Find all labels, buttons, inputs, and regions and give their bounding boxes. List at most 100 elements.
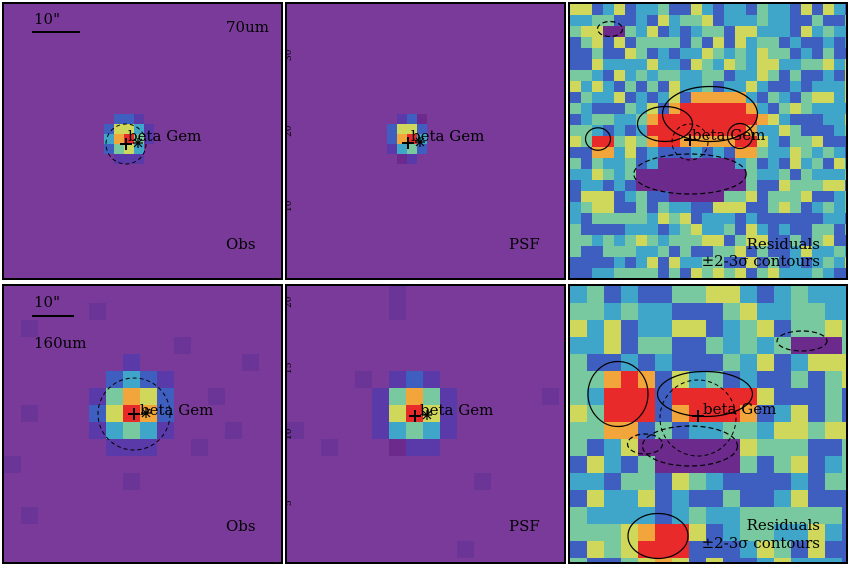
pixel [757,320,774,337]
pixel [834,48,845,59]
pixel [603,70,614,81]
pixel [581,15,592,26]
pixel [757,114,768,125]
pixel [570,114,581,125]
pixel [604,371,621,388]
pixel [779,37,790,48]
pixel [21,405,38,422]
pixel [124,154,134,164]
pixel [4,456,21,473]
pixel [735,114,746,125]
pixel [669,246,680,257]
pixel [614,15,625,26]
pixel [614,92,625,103]
pixel [417,114,427,124]
pixel [691,136,702,147]
pixel [723,354,740,371]
pixel [587,371,604,388]
pixel [114,124,124,134]
pixel [823,136,834,147]
pixel [723,337,740,354]
pixel [387,124,397,134]
pixel [655,473,672,490]
pixel [823,15,834,26]
pixel [768,37,779,48]
pixel [702,246,713,257]
target-label: beta Gem [411,127,485,145]
pixel [614,158,625,169]
pixel [603,15,614,26]
pixel [134,134,144,144]
pixel [614,114,625,125]
pixel [621,439,638,456]
pixel [757,388,774,405]
pixel [757,422,774,439]
pixel [570,524,587,541]
pixel [801,103,812,114]
pixel [124,134,134,144]
pixel [669,4,680,15]
pixel [570,136,581,147]
pixel [638,286,655,303]
pixel [389,422,406,439]
pixel [636,125,647,136]
pixel [746,202,757,213]
pixel [774,558,791,562]
pixel [680,114,691,125]
pixel [740,473,757,490]
pixel [774,422,791,439]
pixel [372,422,389,439]
pixel [621,371,638,388]
pixel [604,490,621,507]
pixel [724,180,735,191]
pixel [658,169,669,180]
pixel [768,81,779,92]
pixel [825,303,842,320]
pixel [104,124,114,134]
pixel [581,103,592,114]
pixel [702,26,713,37]
pixel [669,213,680,224]
y-tick-label: 20 [285,296,294,308]
pixel [655,456,672,473]
pixel [638,405,655,422]
pixel [638,303,655,320]
pixel [603,180,614,191]
pixel [823,191,834,202]
pixel [735,235,746,246]
pixel [587,507,604,524]
pixel [723,286,740,303]
pixel [790,224,801,235]
pixel [790,125,801,136]
pixel [691,26,702,37]
pixel [638,473,655,490]
pixel [647,257,658,268]
pixel [746,26,757,37]
pixel [823,81,834,92]
pixel [735,257,746,268]
pixel [834,37,845,48]
pixel [757,158,768,169]
pixel [647,136,658,147]
pixel [592,169,603,180]
pixel [614,235,625,246]
pixel [834,81,845,92]
pixel [625,268,636,278]
pixel [680,257,691,268]
pixel [723,388,740,405]
pixel [604,439,621,456]
pixel [570,147,581,158]
pixel [689,320,706,337]
pixel [655,320,672,337]
pixel [669,224,680,235]
pixel [672,354,689,371]
pixel [689,439,706,456]
pixel [106,439,123,456]
pixel [735,4,746,15]
pixel [801,158,812,169]
pixel [706,507,723,524]
pixel [724,81,735,92]
pixel [768,268,779,278]
y-tick-label: 10 [285,428,294,440]
pixel [823,213,834,224]
